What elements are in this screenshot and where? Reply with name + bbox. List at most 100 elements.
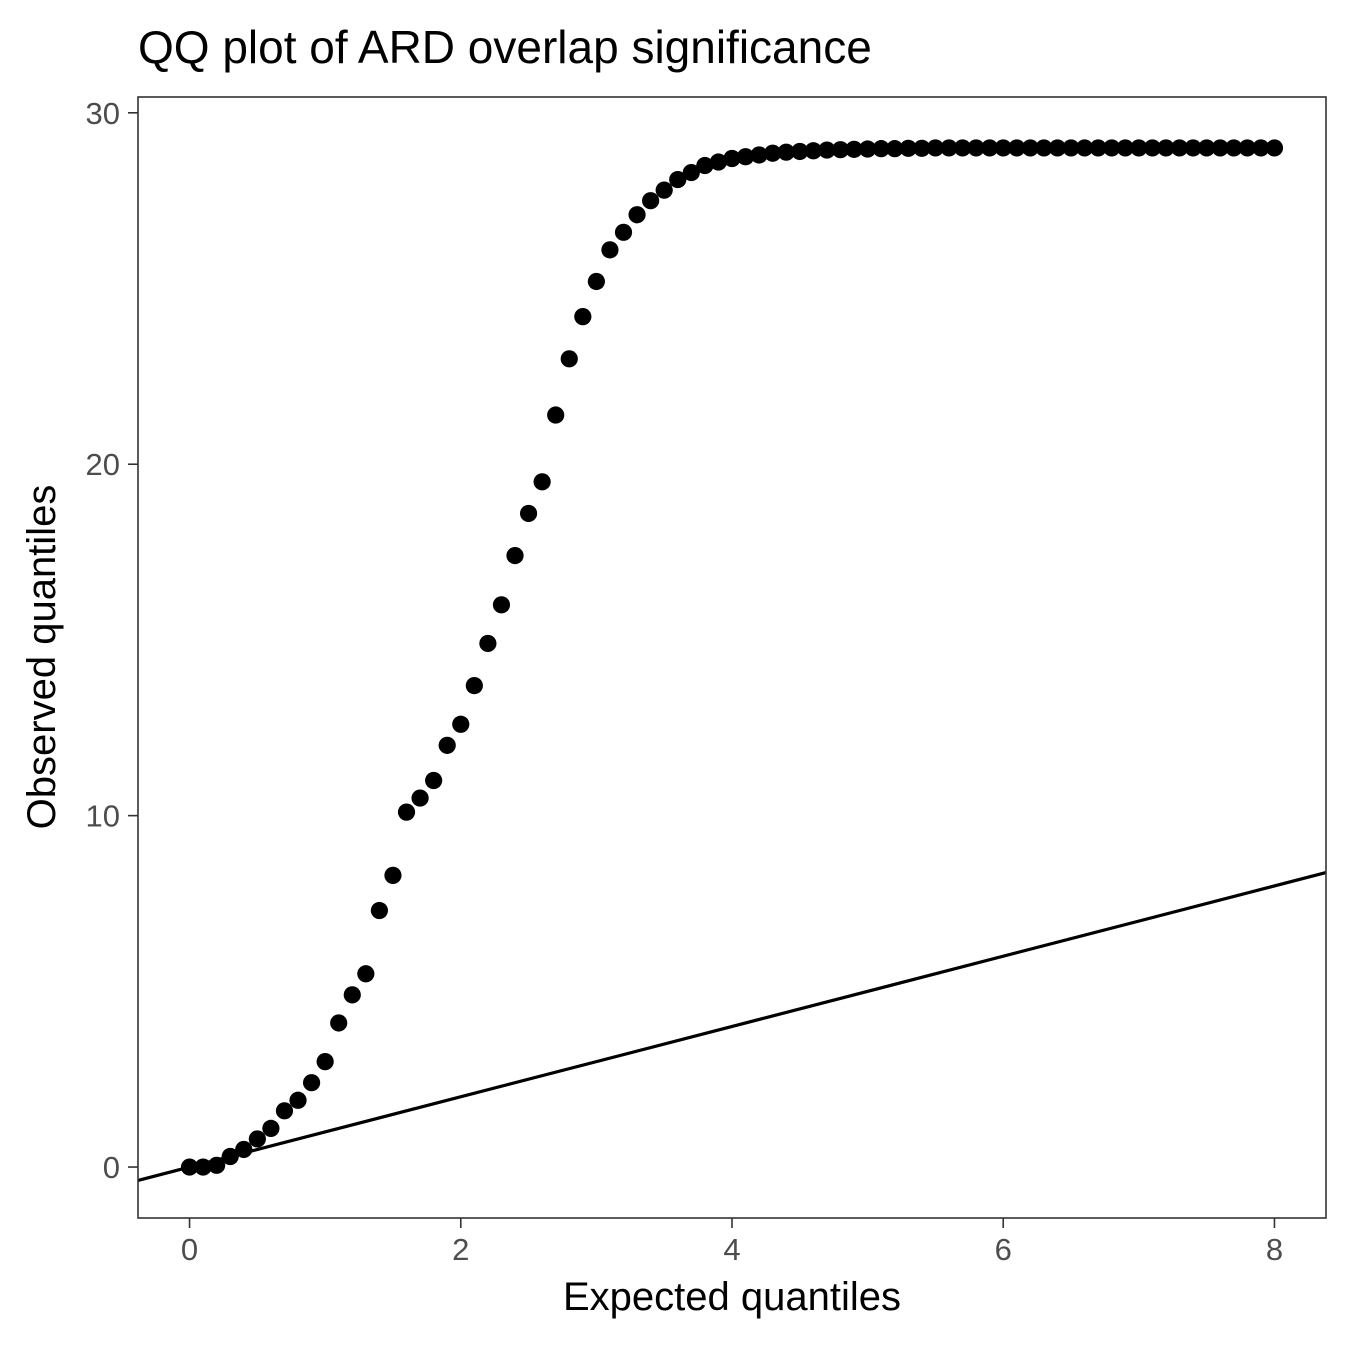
y-axis: 0 10 20 30 [86,96,138,1185]
data-point [262,1119,280,1137]
data-point [370,901,388,920]
data-point [913,139,931,157]
data-point [1008,139,1026,157]
data-point [221,1147,239,1166]
data-point [560,350,578,368]
data-point [1252,139,1270,157]
data-point [479,634,497,653]
data-point [316,1053,334,1071]
data-point [750,146,768,164]
data-point [587,272,605,291]
data-point [1265,139,1284,157]
reference-line-layer [137,871,1327,1182]
data-point [1062,139,1080,157]
y-tick-label: 20 [86,447,120,482]
data-point [1076,139,1094,157]
data-point [1225,139,1243,157]
data-point [425,771,443,790]
data-point [397,803,416,821]
data-point [940,139,958,157]
data-point [601,241,619,259]
data-point [411,789,429,807]
y-tick-label: 30 [86,96,120,131]
data-point [967,139,985,157]
data-point [208,1156,226,1174]
data-point [655,181,673,199]
data-point [235,1140,253,1159]
data-point [791,142,809,161]
data-point [628,206,646,224]
y-axis-title: Observed quantiles [20,485,64,830]
reference-line [137,871,1327,1182]
data-point [1157,139,1175,157]
data-point [614,223,633,241]
data-point [764,144,782,162]
data-point [1184,139,1202,157]
data-point [1170,139,1189,157]
data-point [1143,139,1162,157]
x-tick-label: 2 [452,1232,469,1267]
data-point [547,406,565,424]
points-layer [180,139,1284,1176]
y-tick-label: 10 [86,799,120,834]
data-point [275,1102,294,1120]
data-point [574,308,592,326]
data-point [1035,139,1053,157]
data-point [465,677,483,695]
data-point [343,986,361,1004]
data-point [777,143,795,161]
data-point [723,149,741,168]
data-point [981,139,999,157]
data-point [669,170,687,189]
data-point [1089,139,1107,157]
data-point [804,142,822,160]
x-tick-label: 0 [181,1232,198,1267]
data-point [506,546,524,565]
data-point [642,192,660,210]
data-point [682,163,700,182]
data-point [1238,139,1256,157]
data-point [180,1158,199,1176]
data-point [194,1158,212,1176]
data-point [926,139,945,157]
data-point [1211,139,1229,157]
y-tick-label: 0 [103,1150,120,1185]
data-point [330,1014,348,1032]
data-point [696,156,714,175]
data-point [438,736,456,754]
data-point [492,596,511,614]
x-tick-label: 8 [1266,1232,1283,1267]
plot-panel [138,97,1326,1218]
data-point [248,1130,266,1148]
data-point [1130,139,1148,157]
data-point [859,140,877,158]
chart-title: QQ plot of ARD overlap significance [138,21,872,73]
data-point [1048,139,1067,157]
x-tick-label: 6 [995,1232,1012,1267]
data-point [1103,139,1121,157]
data-point [872,140,890,158]
data-point [831,141,850,159]
data-point [289,1091,307,1109]
data-point [886,140,904,158]
data-point [953,139,972,157]
data-point [818,141,836,159]
data-point [1021,139,1039,157]
data-point [302,1074,321,1092]
data-point [519,504,538,523]
x-axis-title: Expected quantiles [563,1275,901,1319]
data-point [533,473,551,491]
data-point [899,139,917,157]
data-point [709,153,728,171]
x-axis: 0 2 4 6 8 [181,1218,1283,1267]
x-tick-label: 4 [723,1232,740,1267]
data-point [1198,139,1216,157]
data-point [452,715,470,733]
data-point [384,866,402,884]
data-point [736,148,755,166]
data-point [845,140,863,158]
data-point [357,965,375,983]
data-point [994,139,1012,157]
